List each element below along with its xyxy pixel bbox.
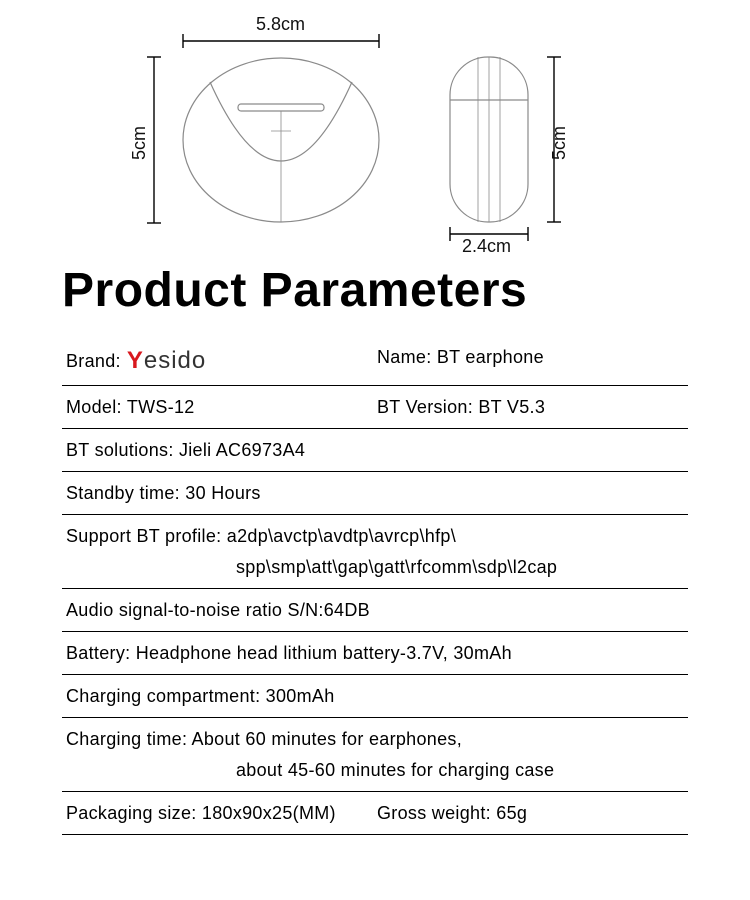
- row-pkg-gross: Packaging size: 180x90x25(MM) Gross weig…: [62, 792, 688, 835]
- btsol-label: BT solutions:: [66, 440, 174, 460]
- name-label: Name:: [377, 347, 432, 367]
- btsol-value: Jieli AC6973A4: [179, 440, 305, 460]
- dim-top-label: 5.8cm: [256, 14, 305, 34]
- row-charging-comp: Charging compartment: 300mAh: [62, 675, 688, 718]
- pkg-label: Packaging size:: [66, 803, 197, 823]
- profile-line2: spp\smp\att\gap\gatt\rfcomm\sdp\l2cap: [236, 557, 557, 577]
- dim-right-label: 5cm: [549, 126, 569, 160]
- row-standby: Standby time: 30 Hours: [62, 472, 688, 515]
- row-snr: Audio signal-to-noise ratio S/N:64DB: [62, 589, 688, 632]
- dim-left-label: 5cm: [129, 126, 149, 160]
- profile-line1: a2dp\avctp\avdtp\avrcp\hfp\: [227, 526, 456, 546]
- brand-logo: Yesido: [127, 347, 206, 375]
- dim-bottom-label: 2.4cm: [462, 236, 511, 253]
- charging-time-l1: Charging time: About 60 minutes for earp…: [66, 729, 462, 749]
- dimension-svg: 5.8cm 5cm 5cm 2.4cm: [0, 0, 750, 253]
- standby-value: 30 Hours: [185, 483, 260, 503]
- row-model-btver: Model: TWS-12 BT Version: BT V5.3: [62, 386, 688, 429]
- gross-label: Gross weight:: [377, 803, 491, 823]
- row-charging-time: Charging time: About 60 minutes for earp…: [62, 718, 688, 792]
- page-title: Product Parameters: [62, 263, 750, 318]
- name-value: BT earphone: [437, 347, 544, 367]
- btver-label: BT Version:: [377, 397, 473, 417]
- battery-text: Battery: Headphone head lithium battery-…: [66, 643, 512, 663]
- profile-label: Support BT profile:: [66, 526, 221, 546]
- row-brand-name: Brand: Yesido Name: BT earphone: [62, 336, 688, 386]
- brand-label: Brand:: [66, 351, 121, 372]
- spec-table: Brand: Yesido Name: BT earphone Model: T…: [62, 336, 688, 835]
- pkg-value: 180x90x25(MM): [202, 803, 336, 823]
- snr-text: Audio signal-to-noise ratio S/N:64DB: [66, 600, 370, 620]
- charging-time-l2: about 45-60 minutes for charging case: [236, 760, 554, 780]
- standby-label: Standby time:: [66, 483, 180, 503]
- gross-value: 65g: [496, 803, 527, 823]
- btver-value: BT V5.3: [478, 397, 545, 417]
- row-btsolutions: BT solutions: Jieli AC6973A4: [62, 429, 688, 472]
- row-profile: Support BT profile: a2dp\avctp\avdtp\avr…: [62, 515, 688, 589]
- model-value: TWS-12: [127, 397, 195, 417]
- dimension-diagram: 5.8cm 5cm 5cm 2.4cm: [0, 0, 750, 253]
- charging-comp-text: Charging compartment: 300mAh: [66, 686, 335, 706]
- row-battery: Battery: Headphone head lithium battery-…: [62, 632, 688, 675]
- model-label: Model:: [66, 397, 122, 417]
